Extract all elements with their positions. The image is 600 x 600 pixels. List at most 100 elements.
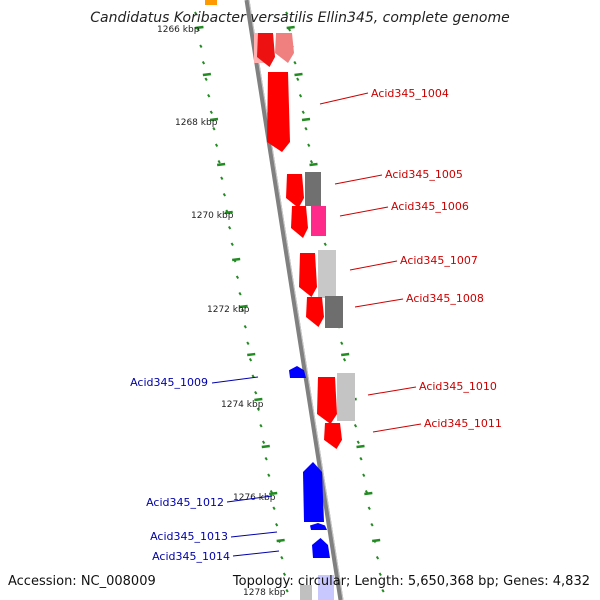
gene-label: Acid345_1014 (152, 550, 230, 563)
minor-tick (243, 324, 247, 329)
minor-tick (194, 11, 198, 16)
gene-label-leader (349, 260, 398, 271)
minor-tick (309, 159, 314, 164)
minor-tick (280, 555, 284, 560)
major-tick (301, 117, 311, 122)
minor-tick (228, 225, 232, 230)
gene-block-lightblue (318, 575, 334, 600)
major-tick (224, 210, 233, 215)
gene-label-leader (339, 206, 389, 217)
gene-label: Acid345_1005 (385, 168, 463, 181)
minor-tick (282, 572, 287, 577)
major-tick (269, 491, 278, 496)
topology-label: Topology: circular; Length: 5,650,368 bp… (232, 574, 590, 589)
gene-label-leader (211, 376, 259, 384)
gene-label: Acid345_1013 (150, 530, 228, 543)
minor-tick (246, 341, 250, 346)
major-tick (341, 352, 350, 357)
gene-arrow-reverse (312, 538, 330, 558)
major-tick (232, 257, 241, 262)
gene-arrow-forward (286, 174, 304, 208)
minor-tick (204, 77, 208, 82)
minor-tick (235, 275, 240, 280)
minor-tick (272, 506, 276, 511)
gene-label: Acid345_1012 (146, 496, 224, 509)
gene-arrow-forward (267, 72, 290, 152)
minor-tick (238, 291, 242, 296)
minor-tick (285, 11, 289, 16)
gene-label: Acid345_1008 (406, 292, 484, 305)
minor-tick (340, 341, 344, 346)
major-tick (216, 162, 226, 167)
gene-arrow-forward (306, 297, 324, 327)
kbp-tick-label: 1272 kbp (207, 305, 250, 315)
minor-tick (209, 110, 213, 115)
gene-label: Acid345_1006 (391, 200, 469, 213)
map-title: Candidatus Koribacter versatilis Ellin34… (90, 10, 510, 26)
gene-label: Acid345_1009 (130, 376, 208, 389)
minor-tick (301, 110, 305, 115)
gene-label-leader (232, 550, 280, 557)
gene-arrow-forward (299, 253, 317, 297)
kbp-tick-label: 1274 kbp (221, 400, 264, 410)
gene-arrow-forward (324, 423, 342, 449)
gene-label: Acid345_1010 (419, 380, 497, 393)
minor-tick (362, 473, 366, 478)
gene-label-leader (367, 386, 417, 396)
kbp-tick-label: 1278 kbp (243, 588, 286, 598)
gene-block-gray (325, 296, 343, 328)
gene-block-gray (305, 172, 321, 206)
gene-label: Acid345_1011 (424, 417, 502, 430)
minor-tick (342, 357, 347, 362)
minor-tick (261, 440, 266, 445)
gene-arrow-forward (275, 33, 294, 63)
gene-label-leader (226, 495, 273, 503)
major-tick (294, 72, 303, 77)
minor-tick (378, 572, 382, 577)
major-tick (195, 25, 204, 30)
gene-label: Acid345_1004 (371, 87, 449, 100)
minor-tick (353, 423, 358, 428)
major-tick (261, 444, 270, 449)
minor-tick (370, 522, 374, 527)
minor-tick (285, 588, 289, 593)
gene-label-leader (372, 423, 422, 433)
minor-tick (307, 143, 311, 148)
minor-tick (323, 242, 327, 247)
gene-block-pink (311, 206, 326, 236)
major-tick (364, 491, 373, 496)
minor-tick (293, 60, 297, 65)
gene-arrow-forward (257, 33, 275, 67)
major-tick (247, 352, 256, 357)
gene-arrow-reverse (289, 366, 306, 378)
gene-arrow-reverse (303, 462, 324, 522)
kbp-tick-label: 1270 kbp (191, 211, 234, 221)
minor-tick (267, 473, 271, 478)
minor-tick (264, 456, 268, 461)
minor-tick (214, 143, 219, 148)
accession-label: Accession: NC_008009 (8, 574, 156, 589)
kbp-tick-label: 1268 kbp (175, 118, 218, 128)
minor-tick (207, 93, 211, 98)
gene-label-leader (334, 174, 383, 185)
major-tick (286, 25, 295, 30)
kbp-tick-label: 1266 kbp (157, 25, 200, 35)
gene-arrow-fragment (205, 0, 217, 5)
minor-tick (298, 93, 303, 98)
minor-tick (222, 192, 226, 197)
major-tick (309, 162, 318, 167)
gene-label-leader (230, 531, 278, 538)
gene-arrow-forward (291, 206, 308, 238)
minor-tick (220, 176, 224, 181)
minor-tick (241, 308, 245, 313)
minor-tick (256, 407, 260, 412)
minor-tick (381, 588, 385, 593)
gene-label-leader (354, 298, 404, 308)
gene-arrow-reverse (310, 523, 327, 530)
minor-tick (230, 242, 234, 247)
major-tick (356, 444, 365, 449)
minor-tick (356, 440, 360, 445)
minor-tick (201, 60, 206, 65)
minor-tick (375, 555, 380, 560)
